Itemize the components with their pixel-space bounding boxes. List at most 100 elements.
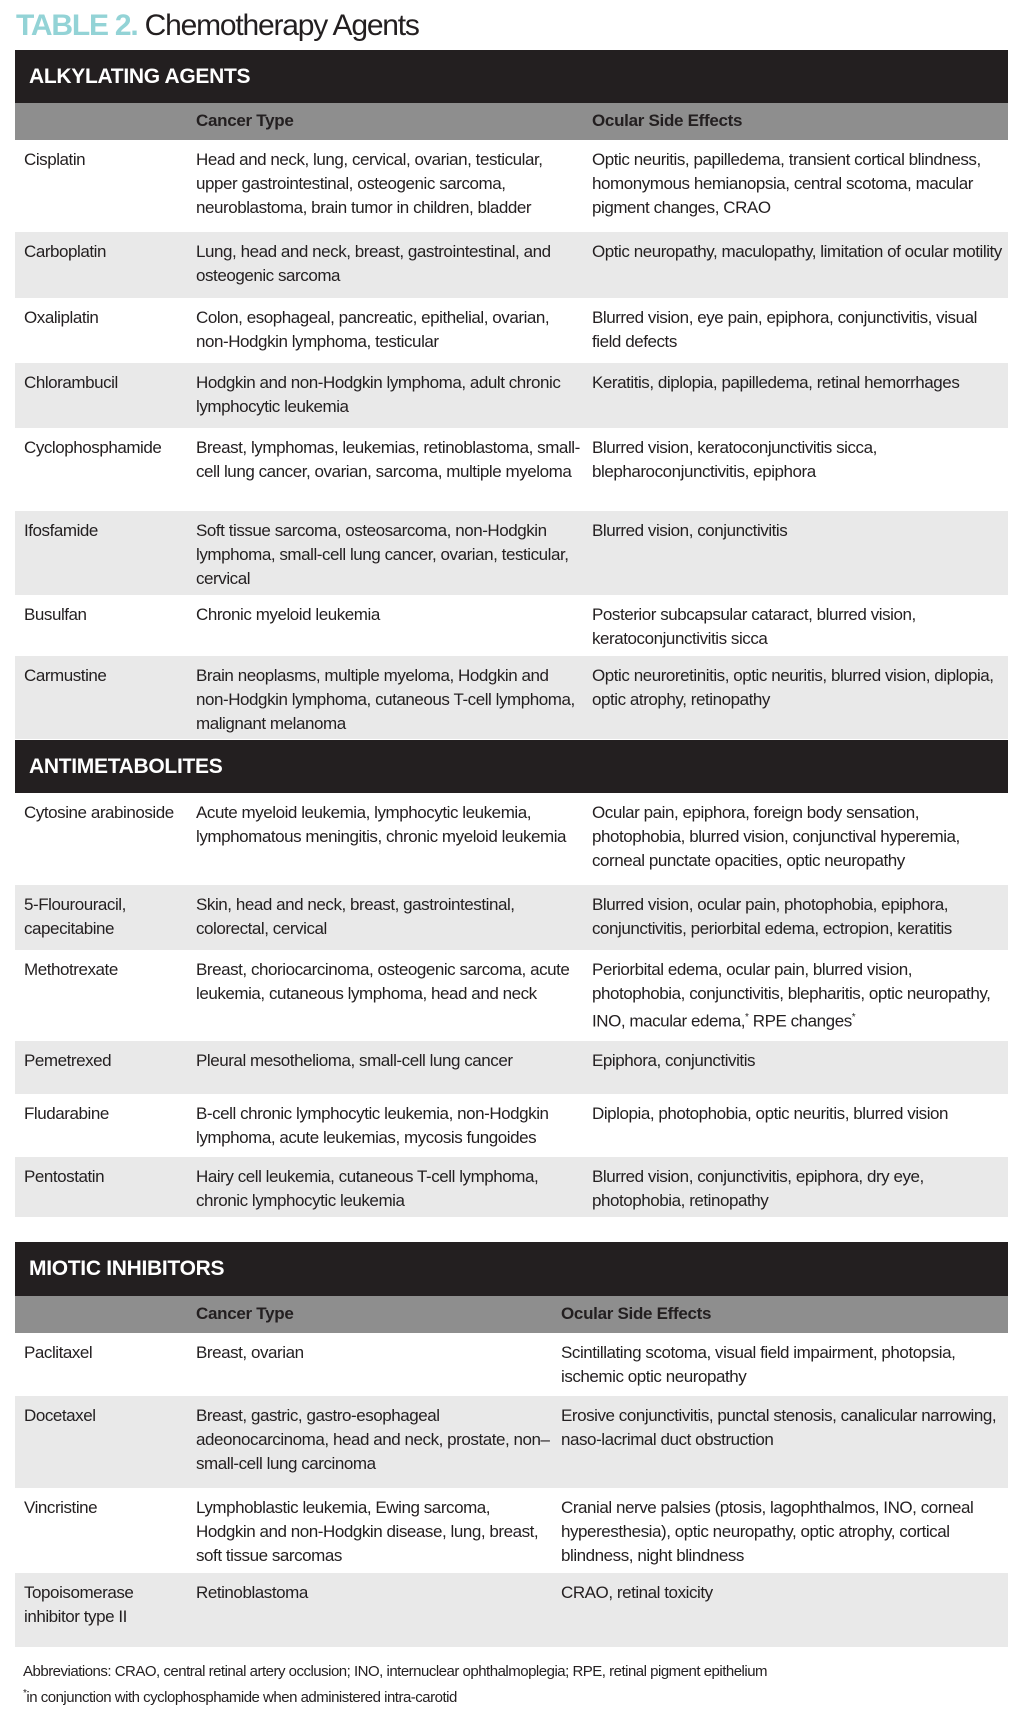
effects-text: Blurred vision, keratoconjunctivitis sic… [592,438,877,481]
effects-text: Keratitis, diplopia, papilledema, retina… [592,373,960,392]
agent-name: Vincristine [24,1498,98,1517]
cancer-type-cell: Lung, head and neck, breast, gastrointes… [196,242,551,285]
ocular-side-effects-cell: CRAO, retinal toxicity [561,1581,1002,1605]
cancer-type-cell: Chronic myeloid leukemia [196,605,380,624]
column-header-ocular-side-effects: Ocular Side Effects [592,111,743,130]
ocular-side-effects-cell: Ocular pain, epiphora, foreign body sens… [592,801,1002,873]
agent-name: Ifosfamide [24,521,98,540]
table-row: Cytosine arabinoside Acute myeloid leukem… [15,793,1008,885]
cancer-type-cell: Breast, lymphomas, leukemias, retinoblas… [196,438,580,481]
ocular-side-effects-cell: Periorbital edema, ocular pain, blurred … [592,958,1002,1034]
ocular-side-effects-cell: Posterior subcapsular cataract, blurred … [592,603,1002,651]
ocular-side-effects-cell: Epiphora, conjunctivitis [592,1049,1002,1073]
column-header-row: Cancer Type Ocular Side Effects [15,1296,1008,1333]
table-row: Carmustine Brain neoplasms, multiple myel… [15,656,1008,739]
effects-text: Periorbital edema, ocular pain, blurred … [592,960,991,1031]
agent-name: Chlorambucil [24,373,118,392]
cancer-type-cell: Pleural mesothelioma, small-cell lung ca… [196,1051,513,1070]
effects-text: Posterior subcapsular cataract, blurred … [592,605,916,648]
cancer-type-cell: Breast, gastric, gastro-esophageal adeon… [196,1406,550,1473]
agent-name: Carboplatin [24,242,106,261]
table-row: Chlorambucil Hodgkin and non-Hodgkin lymp… [15,363,1008,428]
cancer-type-cell: Colon, esophageal, pancreatic, epithelia… [196,308,550,351]
ocular-side-effects-cell: Erosive conjunctivitis, punctal stenosis… [561,1404,1002,1452]
table-number: TABLE 2. [16,9,139,42]
section-header: ALKYLATING AGENTS [15,50,1008,103]
table-row: Busulfan Chronic myeloid leukemia Posterio… [15,595,1008,656]
effects-text: Optic neuroretinitis, optic neuritis, bl… [592,666,994,709]
ocular-side-effects-cell: Optic neuritis, papilledema, transient c… [592,148,1002,220]
agent-name: Topoisomerase inhibitor type II [24,1583,134,1626]
effects-text: Epiphora, conjunctivitis [592,1051,756,1070]
effects-text: Optic neuropathy, maculopathy, limitatio… [592,242,1002,261]
ocular-side-effects-cell: Optic neuroretinitis, optic neuritis, bl… [592,664,1002,712]
footnote-mark: * [745,1012,749,1023]
cancer-type-cell: Brain neoplasms, multiple myeloma, Hodgk… [196,666,575,733]
effects-text: Blurred vision, eye pain, epiphora, conj… [592,308,977,351]
ocular-side-effects-cell: Keratitis, diplopia, papilledema, retina… [592,371,1002,395]
effects-text: Scintillating scotoma, visual field impa… [561,1343,956,1386]
agent-name: Carmustine [24,666,107,685]
ocular-side-effects-cell: Blurred vision, keratoconjunctivitis sic… [592,436,1002,484]
table-row: Fludarabine B-cell chronic lymphocytic le… [15,1094,1008,1157]
abbreviations: Abbreviations: CRAO, central retinal art… [23,1663,768,1680]
agent-name: Busulfan [24,605,87,624]
footnote-mark: * [23,1688,27,1699]
table-row: Docetaxel Breast, gastric, gastro-esophag… [15,1396,1008,1488]
cancer-type-cell: B-cell chronic lymphocytic leukemia, non… [196,1104,549,1147]
agent-name: Docetaxel [24,1406,96,1425]
table-row: Methotrexate Breast, choriocarcinoma, ost… [15,950,1008,1041]
effects-text: Erosive conjunctivitis, punctal stenosis… [561,1406,997,1449]
ocular-side-effects-cell: Blurred vision, conjunctivitis, epiphora… [592,1165,1002,1213]
table-row: Oxaliplatin Colon, esophageal, pancreatic… [15,298,1008,363]
agent-name: Methotrexate [24,960,118,979]
agent-name: Pentostatin [24,1167,105,1186]
column-header-row: Cancer Type Ocular Side Effects [15,103,1008,140]
agent-name: Paclitaxel [24,1343,93,1362]
cancer-type-cell: Head and neck, lung, cervical, ovarian, … [196,150,543,217]
table-section: ANTIMETABOLITES Cytosine arabinoside Acute… [15,740,1008,1217]
footnote-mark: * [851,1012,856,1023]
table-row: 5-Flourouracil, capecitabine Skin, head a… [15,885,1008,950]
table-row: Pemetrexed Pleural mesothelioma, small-ce… [15,1041,1008,1094]
table-footnotes: Abbreviations: CRAO, central retinal art… [23,1661,768,1709]
table-row: Paclitaxel Breast, ovarian Scintillating s… [15,1333,1008,1396]
table-caption: Chemotherapy Agents [144,9,420,42]
cancer-type-cell: Breast, choriocarcinoma, osteogenic sarc… [196,960,570,1003]
column-header-ocular-side-effects: Ocular Side Effects [561,1304,712,1323]
effects-text: Diplopia, photophobia, optic neuritis, b… [592,1104,949,1123]
effects-text: Cranial nerve palsies (ptosis, lagophtha… [561,1498,974,1565]
ocular-side-effects-cell: Optic neuropathy, maculopathy, limitatio… [592,240,1002,264]
cancer-type-cell: Hairy cell leukemia, cutaneous T-cell ly… [196,1167,539,1210]
agent-name: Pemetrexed [24,1051,112,1070]
agent-name: Cytosine arabinoside [24,803,174,822]
agent-name: Oxaliplatin [24,308,99,327]
ocular-side-effects-cell: Blurred vision, ocular pain, photophobia… [592,893,1002,941]
ocular-side-effects-cell: Blurred vision, conjunctivitis [592,519,1002,543]
cancer-type-cell: Soft tissue sarcoma, osteosarcoma, non-H… [196,521,569,588]
column-header-cancer-type: Cancer Type [196,111,294,130]
effects-text: Blurred vision, ocular pain, photophobia… [592,895,952,938]
table-title: TABLE 2. Chemotherapy Agents [16,8,420,44]
agent-name: Cyclophosphamide [24,438,162,457]
table-section: MIOTIC INHIBITORS Cancer Type Ocular Side … [15,1242,1008,1647]
table-section: ALKYLATING AGENTS Cancer Type Ocular Side … [15,50,1008,739]
cancer-type-cell: Retinoblastoma [196,1583,308,1602]
ocular-side-effects-cell: Diplopia, photophobia, optic neuritis, b… [592,1102,1002,1126]
cancer-type-cell: Breast, ovarian [196,1343,304,1362]
column-header-cancer-type: Cancer Type [196,1304,294,1323]
table-row: Pentostatin Hairy cell leukemia, cutaneou… [15,1157,1008,1217]
agent-name: Fludarabine [24,1104,109,1123]
ocular-side-effects-cell: Scintillating scotoma, visual field impa… [561,1341,1002,1389]
effects-text: CRAO, retinal toxicity [561,1583,713,1602]
section-header: MIOTIC INHIBITORS [15,1242,1008,1296]
table-row: Cyclophosphamide Breast, lymphomas, leuke… [15,428,1008,511]
effects-text-tail: RPE changes [748,1011,852,1031]
section-header: ANTIMETABOLITES [15,740,1008,793]
agent-name: Cisplatin [24,150,86,169]
effects-text: Blurred vision, conjunctivitis [592,521,788,540]
table-row: Carboplatin Lung, head and neck, breast, … [15,232,1008,298]
table-row: Cisplatin Head and neck, lung, cervical, … [15,140,1008,232]
footnote: *in conjunction with cyclophosphamide wh… [23,1683,767,1709]
cancer-type-cell: Acute myeloid leukemia, lymphocytic leuk… [196,803,567,846]
